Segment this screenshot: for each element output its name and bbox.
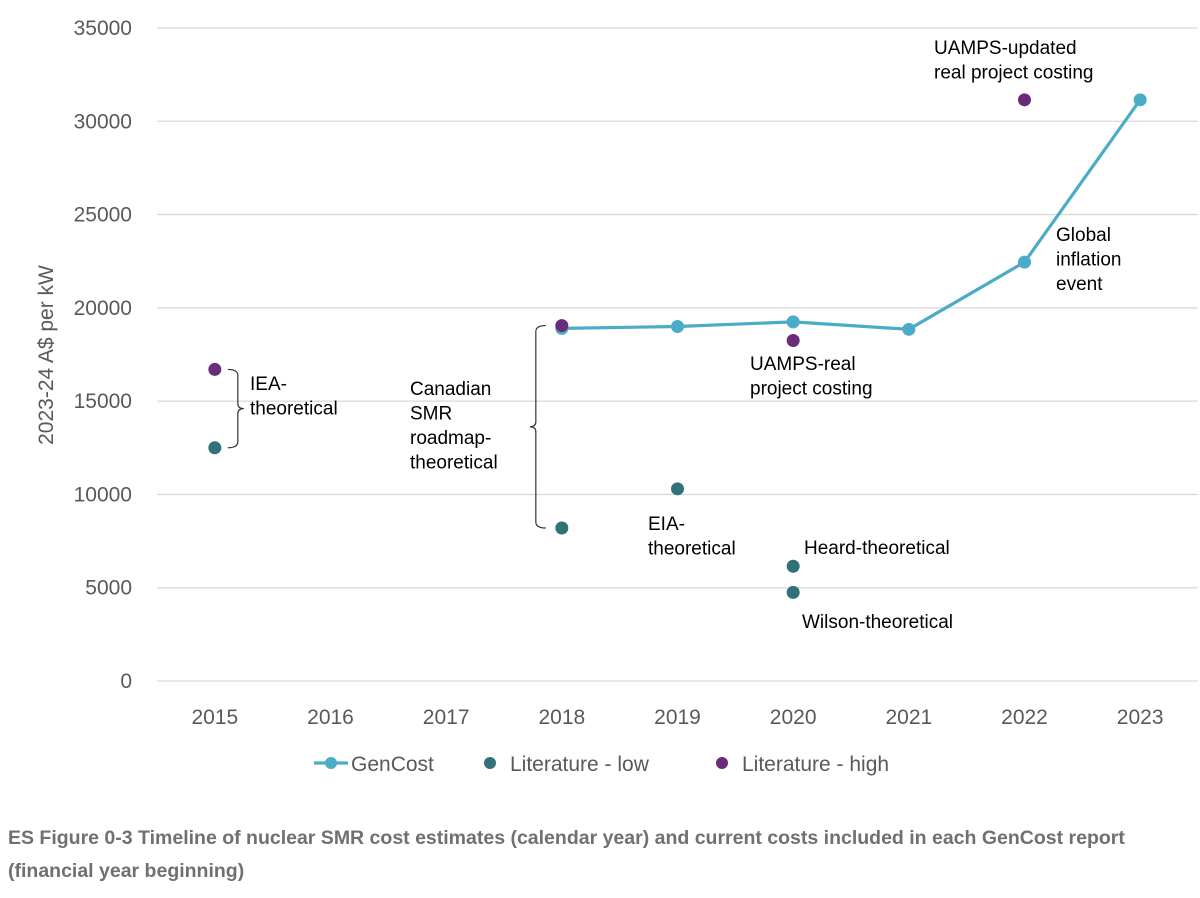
annotation-uamps-updated: UAMPS-updated real project costing: [934, 38, 1093, 84]
bracket-iea: [227, 368, 244, 449]
annotation-line: Global: [1056, 225, 1111, 246]
annotation-line: event: [1056, 274, 1103, 295]
legend-marker-swatch: [325, 757, 337, 769]
figure-caption: ES Figure 0-3 Timeline of nuclear SMR co…: [8, 827, 1125, 882]
x-tick-label: 2020: [770, 706, 817, 729]
data-point-gencost: [786, 315, 800, 329]
y-axis-ticks: 0 5000 10000 15000 20000 25000 30000 35000: [74, 17, 132, 693]
legend-item: Literature - high: [716, 753, 889, 776]
annotation-line: EIA-: [648, 514, 685, 535]
legend-item: GenCost: [314, 753, 434, 776]
y-tick-label: 5000: [85, 577, 132, 600]
y-tick-label: 20000: [74, 297, 132, 320]
annotation-line: Wilson-theoretical: [802, 612, 953, 633]
x-tick-label: 2019: [654, 706, 701, 729]
annotation-line: IEA-: [250, 374, 287, 395]
x-tick-label: 2022: [1001, 706, 1048, 729]
data-point-literature-high: [208, 362, 222, 376]
legend-marker-swatch: [484, 757, 496, 769]
legend-marker-swatch: [716, 757, 728, 769]
x-tick-label: 2015: [191, 706, 238, 729]
bracket-canadian: [529, 324, 546, 529]
y-tick-label: 0: [120, 670, 132, 693]
series-line-gencost: [561, 98, 1142, 331]
y-tick-label: 15000: [74, 390, 132, 413]
y-axis-label: 2023-24 A$ per kW: [35, 265, 58, 445]
annotation-eia: EIA-theoretical: [648, 514, 736, 560]
annotation-iea: IEA-theoretical: [250, 374, 338, 420]
x-tick-label: 2016: [307, 706, 354, 729]
y-tick-label: 25000: [74, 204, 132, 227]
annotation-line: theoretical: [648, 539, 736, 560]
legend: GenCost Literature - low Literature - high: [314, 753, 889, 776]
data-point-literature-low: [208, 441, 222, 455]
legend-label: GenCost: [351, 753, 434, 776]
data-point-literature-high: [1018, 93, 1031, 107]
y-tick-label: 30000: [74, 110, 132, 133]
annotation-canadian: Canadian SMR roadmap-theoretical: [410, 379, 498, 474]
annotation-line: project costing: [750, 379, 873, 400]
annotation-line: inflation: [1056, 250, 1122, 271]
series-layer: [208, 93, 1147, 599]
annotation-line: SMR: [410, 404, 452, 425]
annotation-wilson: Wilson-theoretical: [802, 612, 953, 633]
data-point-gencost: [671, 320, 684, 334]
annotation-line: UAMPS-real: [750, 354, 856, 375]
chart: 0 5000 10000 15000 20000 25000 30000 35000 2015…: [35, 17, 1198, 776]
data-point-gencost: [1133, 93, 1147, 107]
annotation-line: Heard-theoretical: [804, 538, 950, 559]
annotation-heard: Heard-theoretical: [804, 538, 950, 559]
annotation-line: Canadian: [410, 379, 491, 400]
legend-label: Literature - low: [510, 753, 650, 776]
annotation-brackets: [227, 324, 546, 529]
gridlines: [157, 27, 1198, 682]
annotations: IEA-theoretical Canadian SMR roadmap-theore…: [250, 38, 1122, 633]
data-point-literature-low: [671, 482, 684, 496]
y-tick-label: 35000: [74, 17, 132, 40]
x-axis-ticks: 2015 2016 2017 2018 2019 2020 2021 2022 2023: [191, 706, 1163, 729]
annotation-line: UAMPS-updated: [934, 38, 1077, 59]
data-point-literature-high: [555, 319, 569, 333]
annotation-global-inflation: Global inflation event: [1056, 225, 1122, 295]
annotation-line: theoretical: [250, 399, 338, 420]
y-tick-label: 10000: [74, 483, 132, 506]
data-point-gencost: [1018, 255, 1031, 269]
legend-item: Literature - low: [484, 753, 650, 776]
annotation-uamps-real: UAMPS-real project costing: [750, 354, 873, 400]
data-point-literature-low: [786, 559, 800, 573]
x-tick-label: 2017: [423, 706, 470, 729]
data-point-literature-high: [786, 334, 800, 348]
annotation-line: real project costing: [934, 63, 1093, 84]
data-point-literature-low: [555, 521, 569, 535]
x-tick-label: 2021: [885, 706, 932, 729]
annotation-line: theoretical: [410, 453, 498, 474]
data-point-literature-low: [786, 585, 800, 599]
annotation-line: roadmap-: [410, 428, 491, 449]
x-tick-label: 2023: [1117, 706, 1164, 729]
data-point-gencost: [902, 322, 916, 336]
x-tick-label: 2018: [538, 706, 585, 729]
legend-label: Literature - high: [742, 753, 889, 776]
